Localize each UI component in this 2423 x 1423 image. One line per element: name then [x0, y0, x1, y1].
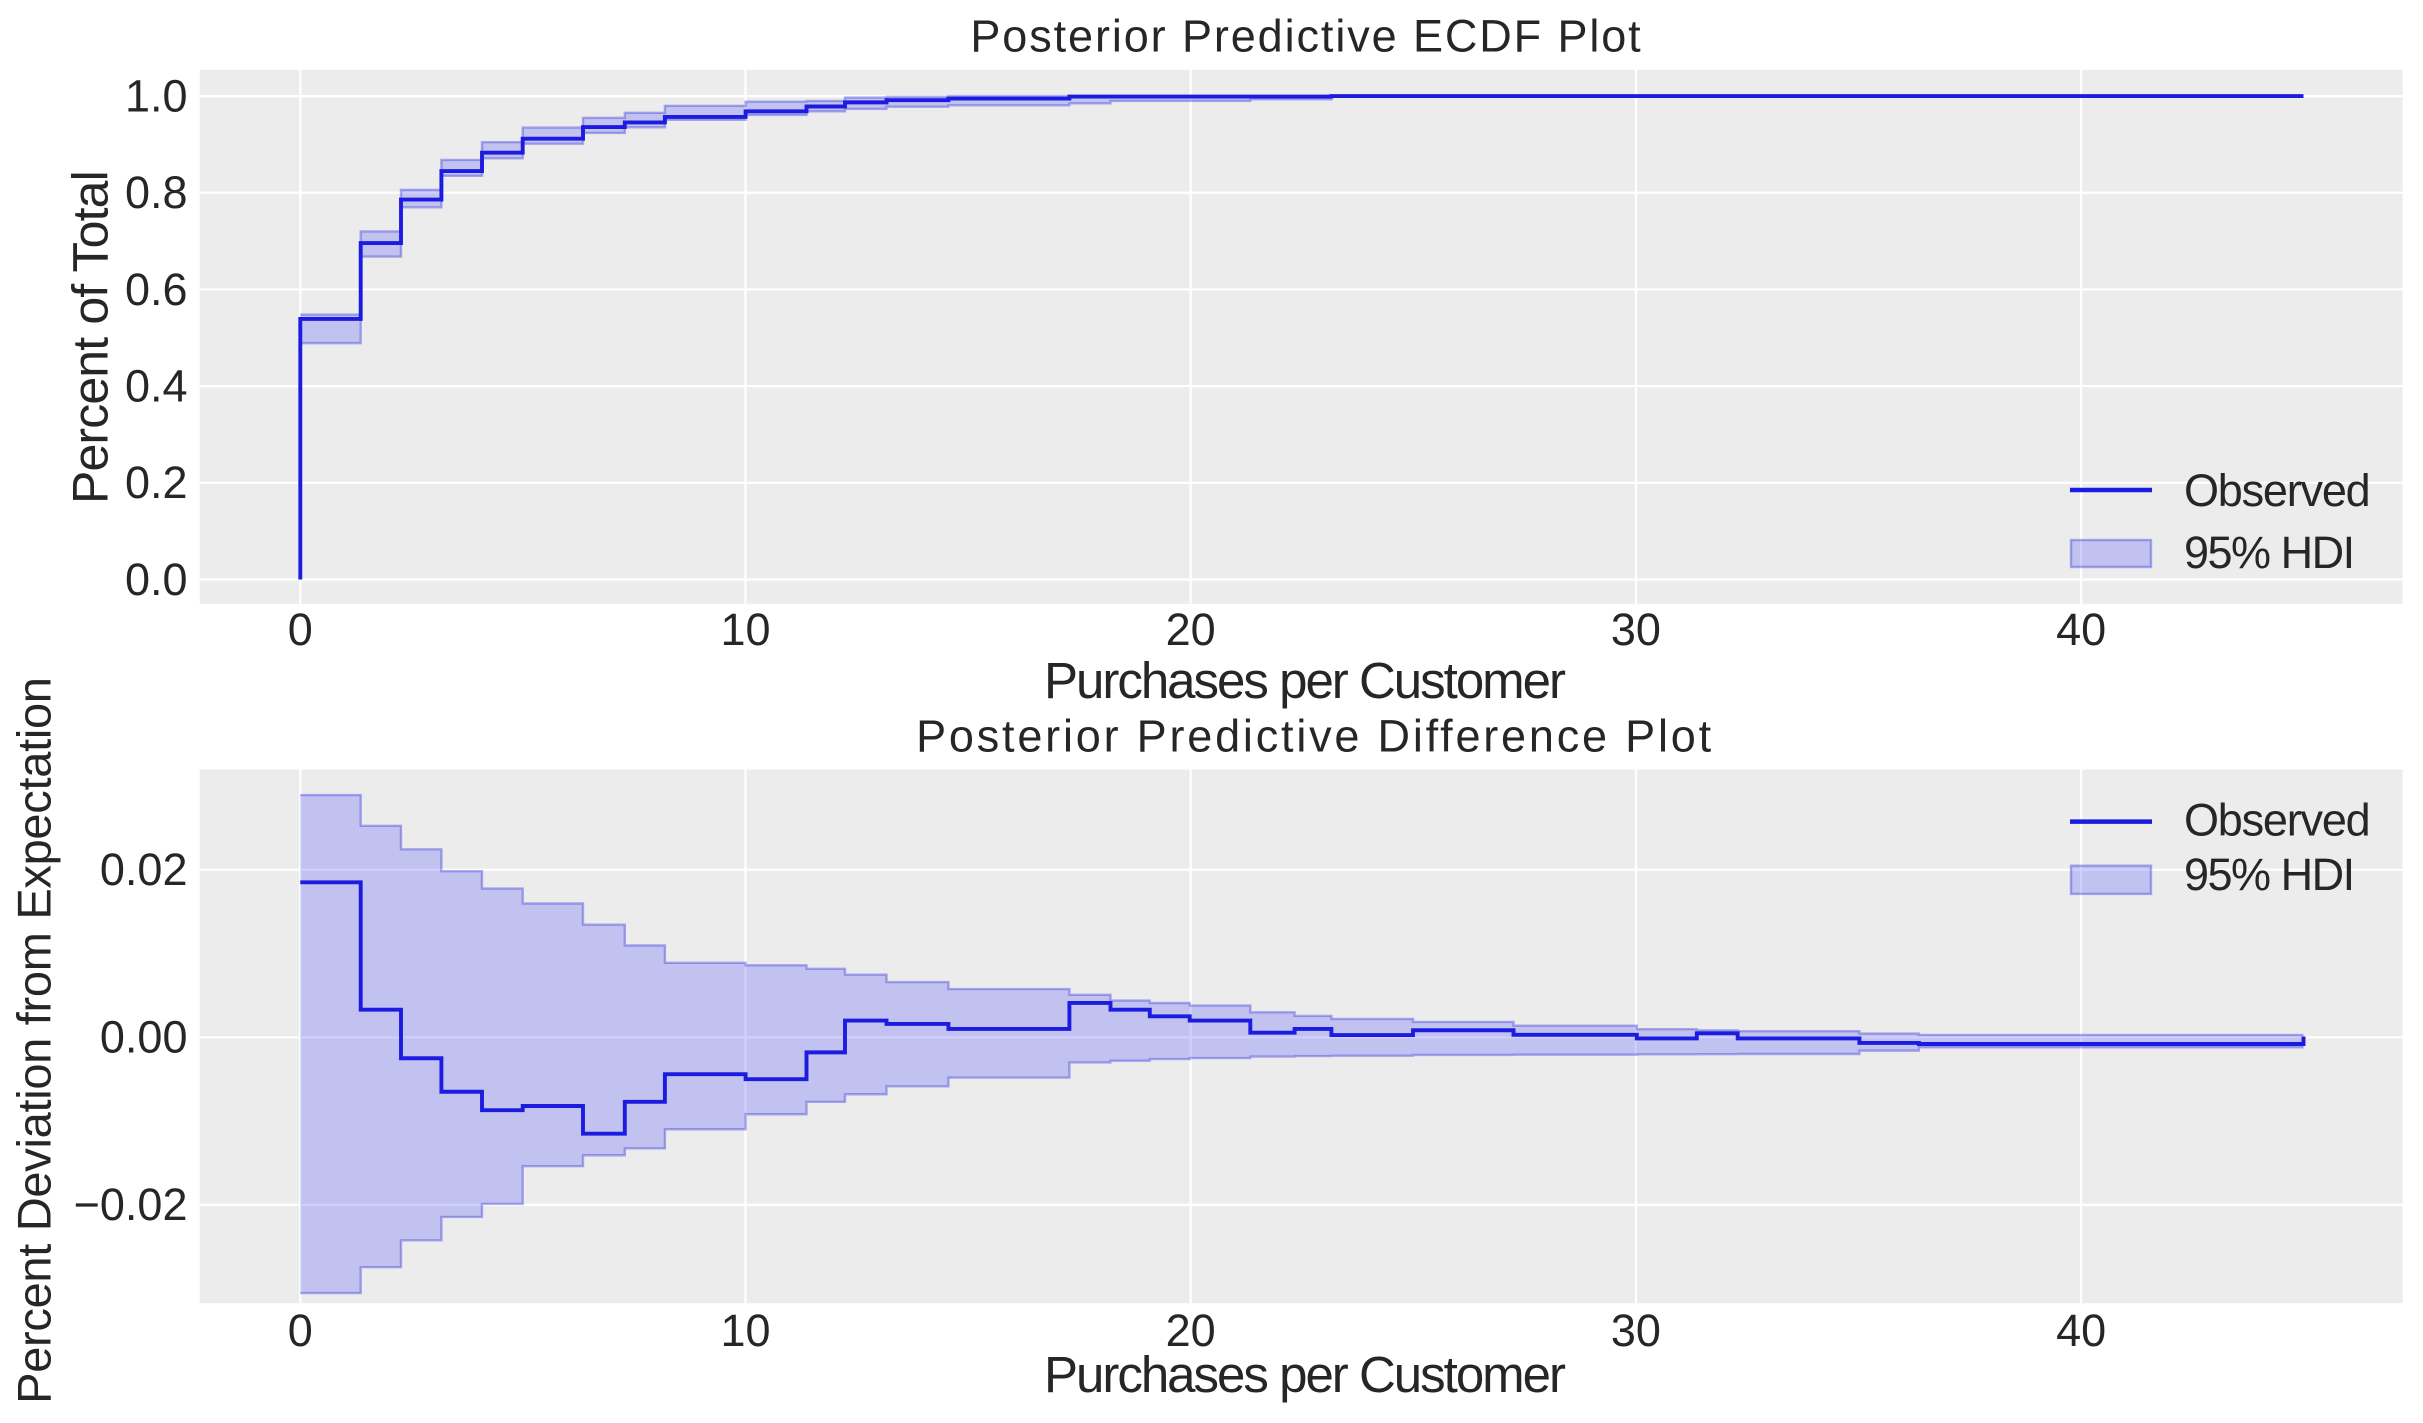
svg-text:0.4: 0.4 — [125, 361, 188, 412]
svg-text:Percent Deviation from Expecta: Percent Deviation from Expectation — [8, 677, 61, 1404]
svg-text:95% HDI: 95% HDI — [2184, 527, 2354, 578]
svg-text:Posterior Predictive Differenc: Posterior Predictive Difference Plot — [916, 710, 1714, 761]
svg-text:Observed: Observed — [2184, 465, 2370, 516]
svg-text:10: 10 — [720, 1305, 770, 1356]
svg-text:30: 30 — [1611, 1305, 1661, 1356]
svg-text:Purchases per Customer: Purchases per Customer — [1044, 652, 1566, 709]
svg-text:Observed: Observed — [2184, 795, 2370, 846]
svg-text:20: 20 — [1166, 1305, 1216, 1356]
svg-text:40: 40 — [2056, 1305, 2106, 1356]
svg-text:0.02: 0.02 — [100, 844, 188, 895]
svg-text:0.00: 0.00 — [100, 1012, 188, 1063]
svg-text:0.2: 0.2 — [125, 457, 188, 508]
svg-text:40: 40 — [2056, 604, 2106, 655]
svg-text:20: 20 — [1166, 604, 1216, 655]
svg-text:−0.02: −0.02 — [74, 1179, 188, 1230]
svg-text:Posterior Predictive ECDF Plot: Posterior Predictive ECDF Plot — [970, 10, 1642, 61]
svg-text:0: 0 — [288, 1305, 313, 1356]
svg-text:30: 30 — [1611, 604, 1661, 655]
svg-text:0.6: 0.6 — [125, 264, 188, 315]
svg-text:95% HDI: 95% HDI — [2184, 849, 2354, 900]
svg-text:10: 10 — [720, 604, 770, 655]
svg-text:0.0: 0.0 — [125, 554, 188, 605]
svg-text:0: 0 — [288, 604, 313, 655]
svg-text:0.8: 0.8 — [125, 167, 188, 218]
svg-text:Purchases per Customer: Purchases per Customer — [1044, 1346, 1566, 1403]
svg-text:Percent of Total: Percent of Total — [63, 171, 119, 504]
svg-text:1.0: 1.0 — [125, 71, 188, 122]
